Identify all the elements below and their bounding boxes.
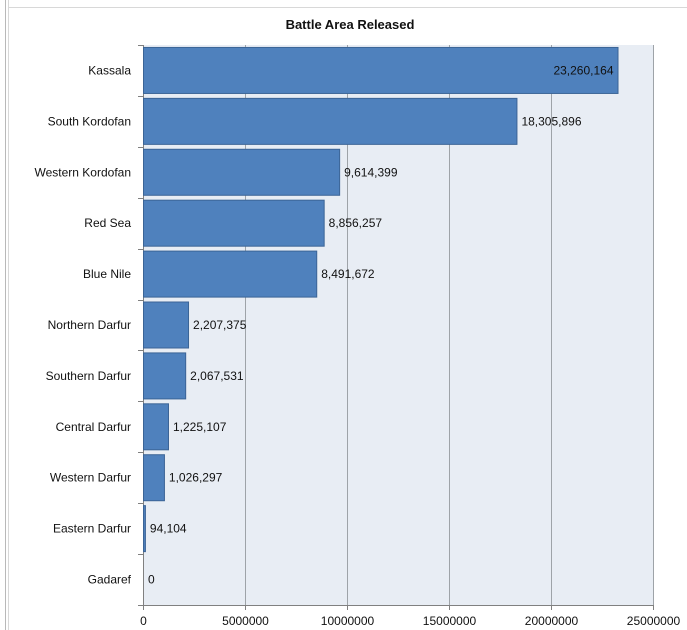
category-label: Southern Darfur (46, 369, 131, 383)
category-label: Red Sea (84, 216, 131, 230)
x-tick-label: 5000000 (222, 614, 269, 628)
frame-border-top (8, 7, 687, 8)
bar (143, 505, 146, 553)
category-label: Western Darfur (50, 471, 131, 485)
data-label: 2,207,375 (193, 318, 247, 332)
bar (143, 97, 518, 145)
data-label: 8,856,257 (329, 216, 383, 230)
frame-border-left (5, 0, 6, 630)
x-tick-label: 0 (140, 614, 147, 628)
category-label: South Kordofan (48, 114, 131, 128)
category-label: Northern Darfur (48, 318, 131, 332)
data-label: 8,491,672 (321, 267, 375, 281)
data-label: 0 (148, 573, 155, 587)
category-label: Eastern Darfur (53, 522, 131, 536)
bar (143, 403, 169, 451)
category-label: Central Darfur (56, 420, 131, 434)
chart-title: Battle Area Released (285, 17, 415, 32)
category-label: Blue Nile (83, 267, 131, 281)
data-label: 1,225,107 (173, 420, 227, 434)
category-label: Western Kordofan (35, 165, 132, 179)
x-tick-label: 20000000 (525, 614, 579, 628)
data-label: 18,305,896 (521, 114, 581, 128)
bar (143, 301, 190, 349)
category-label: Kassala (88, 63, 131, 77)
data-label: 1,026,297 (169, 471, 223, 485)
bar (143, 46, 619, 94)
bar (143, 199, 325, 247)
bar (143, 250, 318, 298)
frame-border-inner (8, 0, 9, 630)
data-label: 94,104 (150, 522, 187, 536)
x-tick-label: 15000000 (423, 614, 477, 628)
x-tick-label: 25000000 (627, 614, 681, 628)
data-label: 9,614,399 (344, 165, 398, 179)
bar (143, 454, 165, 502)
data-label: 23,260,164 (553, 63, 613, 77)
x-tick-label: 10000000 (321, 614, 375, 628)
bar (143, 352, 187, 400)
bar (143, 148, 341, 196)
data-label: 2,067,531 (190, 369, 244, 383)
category-label: Gadaref (88, 573, 132, 587)
